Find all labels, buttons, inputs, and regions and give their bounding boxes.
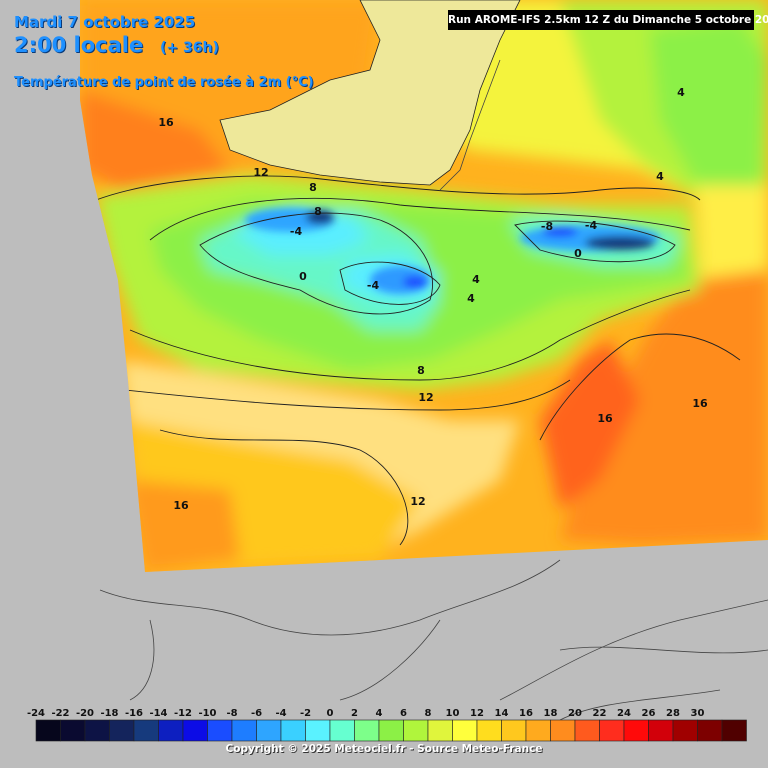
legend-swatch [721, 719, 747, 742]
legend-swatch [35, 719, 61, 742]
legend-swatch [305, 719, 331, 742]
contour-label: 16 [692, 397, 708, 410]
legend-boxes [35, 719, 747, 742]
legend-ticks: -24 -22 -20 -18 -16 -14 -12 -10 -8 -6 -4 -2 0 2 4 6 8 10 1… [27, 708, 705, 719]
contour-label: 0 [574, 247, 582, 260]
legend-tick-label: 28 [666, 708, 680, 719]
contour-label: 16 [173, 499, 189, 512]
contour-label: -4 [367, 279, 380, 292]
legend-swatch [452, 719, 478, 742]
legend-tick-label: 4 [376, 708, 383, 719]
lead-time: (+ 36h) [160, 40, 219, 56]
legend-tick-label: 6 [400, 708, 407, 719]
legend-tick-label: -2 [300, 708, 311, 719]
legend-swatch [158, 719, 184, 742]
legend-swatch [133, 719, 159, 742]
legend-swatch [378, 719, 404, 742]
contour-label: 4 [677, 86, 685, 99]
legend-tick-label: -8 [226, 708, 237, 719]
legend-swatch [354, 719, 380, 742]
legend-tick-label: 18 [544, 708, 558, 719]
legend-swatch [182, 719, 208, 742]
legend-swatch [574, 719, 600, 742]
legend-tick-label: 26 [642, 708, 656, 719]
legend-swatch [427, 719, 453, 742]
contour-label: 4 [467, 292, 475, 305]
legend-tick-label: 12 [470, 708, 484, 719]
dewpoint-contours [95, 175, 741, 546]
legend-tick-label: -10 [198, 708, 216, 719]
legend-swatch [256, 719, 282, 742]
forecast-time: 2:00 locale [14, 33, 144, 57]
legend-swatch [525, 719, 551, 742]
legend-tick-label: 24 [617, 708, 631, 719]
legend-swatch [84, 719, 110, 742]
legend-swatch [329, 719, 355, 742]
legend-swatch [403, 719, 429, 742]
legend-tick-label: 10 [446, 708, 460, 719]
legend-swatch [623, 719, 649, 742]
legend-tick-label: -20 [76, 708, 94, 719]
legend-tick-label: 8 [425, 708, 432, 719]
contour-labels: 16 12 8 8 -4 0 -4 4 4 -8 -4 0 4 4 8 12 16 16 12 16 [158, 86, 708, 512]
legend-swatch [280, 719, 306, 742]
contour-label: 8 [309, 181, 317, 194]
contour-label: 4 [472, 273, 480, 286]
bay-of-biscay [219, 0, 521, 186]
legend-tick-label: -24 [27, 708, 45, 719]
contour-label: 4 [656, 170, 664, 183]
legend-tick-label: -6 [251, 708, 262, 719]
contour-label: 8 [417, 364, 425, 377]
legend-swatch [697, 719, 723, 742]
legend-tick-label: -22 [51, 708, 69, 719]
contour-label: 8 [314, 205, 322, 218]
forecast-date: Mardi 7 octobre 2025 [14, 13, 196, 31]
legend-tick-label: -14 [149, 708, 167, 719]
contour-label: -8 [541, 220, 553, 233]
legend-swatch [550, 719, 576, 742]
legend-tick-label: 20 [568, 708, 582, 719]
legend-tick-label: 14 [495, 708, 509, 719]
borders [99, 59, 768, 721]
contour-label: 12 [410, 495, 425, 508]
legend-tick-label: 16 [519, 708, 533, 719]
legend-swatch [207, 719, 233, 742]
run-info-banner: Run AROME-IFS 2.5km 12 Z du Dimanche 5 o… [448, 10, 768, 30]
legend-swatch [60, 719, 86, 742]
parameter-title: Température de point de rosée à 2m (°C) [14, 75, 314, 90]
legend-tick-label: -12 [174, 708, 192, 719]
contour-label: 16 [158, 116, 174, 129]
legend-tick-label: 0 [327, 708, 334, 719]
contour-label: 12 [418, 391, 433, 404]
legend-swatch [476, 719, 502, 742]
legend-tick-label: 22 [593, 708, 607, 719]
legend-swatch [231, 719, 257, 742]
color-legend: -24 -22 -20 -18 -16 -14 -12 -10 -8 -6 -4 -2 0 2 4 6 8 10 1… [27, 708, 747, 742]
contour-label: 12 [253, 166, 268, 179]
copyright-credit: Copyright © 2025 Meteociel.fr - Source M… [225, 743, 543, 755]
legend-swatch [501, 719, 527, 742]
contour-label: 16 [597, 412, 613, 425]
legend-tick-label: -16 [125, 708, 143, 719]
legend-tick-label: 2 [351, 708, 358, 719]
contour-label: -4 [290, 225, 303, 238]
contour-label: 0 [299, 270, 307, 283]
legend-tick-label: -4 [275, 708, 286, 719]
legend-swatch [599, 719, 625, 742]
contour-label: -4 [585, 219, 598, 232]
legend-swatch [672, 719, 698, 742]
legend-swatch [648, 719, 674, 742]
legend-tick-label: 30 [691, 708, 705, 719]
legend-swatch [109, 719, 135, 742]
legend-tick-label: -18 [100, 708, 118, 719]
